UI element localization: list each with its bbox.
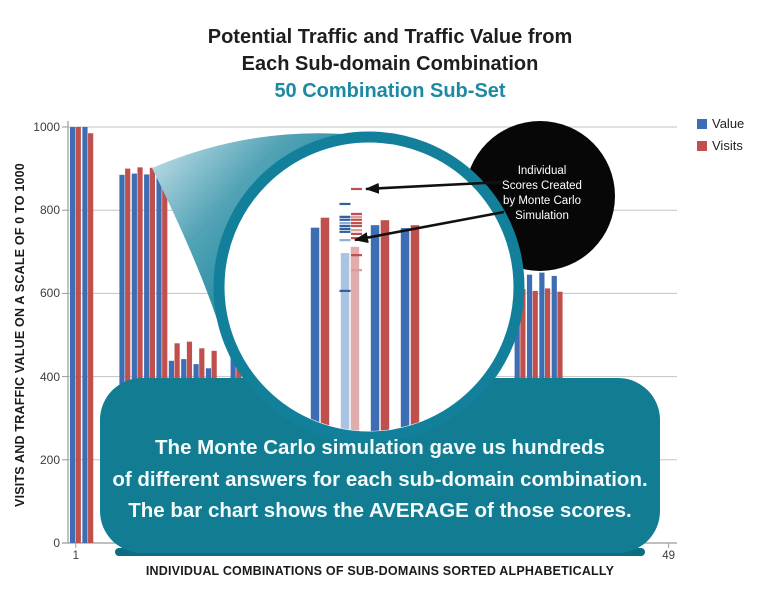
bubble-line1: Individual [517,165,567,177]
bubble-line3: by Monte Carlo [503,195,581,207]
x-axis-title: INDIVIDUAL COMBINATIONS OF SUB-DOMAINS S… [145,564,615,578]
visits-score-tick [351,187,362,191]
magnified-bar-value [310,227,320,431]
bar-value [131,173,137,544]
bar-value [144,174,150,543]
y-tick-label: 0 [53,536,60,550]
magnified-bar-visits-light [350,246,360,431]
visits-score-tick [351,218,362,221]
x-tick-label: 49 [662,550,675,562]
arrow-to-value-score [354,210,505,244]
bar-value [119,174,125,543]
bubble-line2: Scores Created [502,180,582,192]
lens-highlight-arc [226,144,512,430]
bar-visits [149,167,155,543]
y-tick-label: 800 [39,203,60,218]
visits-score-tick [351,232,362,236]
y-tick-label: 200 [39,452,60,467]
legend-label: Value [712,116,745,131]
legend-label: Visits [712,138,743,153]
value-score-tick [339,218,351,221]
legend-item: Value [697,116,744,131]
visits-score-tick [351,269,362,272]
title-block: Potential Traffic and Traffic Value from… [0,24,780,105]
value-score-tick [339,227,351,231]
bar-visits [162,166,168,543]
value-score-tick [339,230,351,233]
note-box [100,378,660,553]
magnified-bar-value [400,228,410,431]
value-score-tick [339,215,351,218]
bar-value [156,173,162,544]
y-tick-label: 600 [39,286,60,301]
magnified-bar-value-light [340,253,350,431]
magnified-bar-visits [410,225,420,431]
chart-title-line2: Each Sub-domain Combination [241,53,539,75]
visits-score-tick [351,221,362,225]
bar-value [70,127,76,543]
note-line3: The bar chart shows the AVERAGE of those… [128,499,632,522]
magnified-bar-visits [380,220,390,431]
value-score-tick [339,239,351,242]
bar-visits [125,168,131,543]
value-score-tick [339,221,351,225]
x-tick-label: 1 [72,550,79,562]
magnified-bar-visits [320,217,330,431]
bar-visits [137,167,143,544]
magnified-bar-value [370,225,380,431]
callout-bubble-text: Individual Scores Created by Monte Carlo… [487,164,597,224]
legend: Value Visits [697,116,744,160]
bubble-line4: Simulation [515,210,569,222]
note-line2: of different answers for each sub-domain… [112,467,648,491]
legend-swatch-icon [697,140,707,151]
legend-item: Visits [697,138,744,153]
value-score-tick [339,202,351,206]
note-line1: The Monte Carlo simulation gave us hundr… [155,436,605,459]
bar-visits [75,127,81,543]
visits-score-tick [351,224,362,228]
value-score-tick [339,224,351,228]
value-score-tick [339,289,351,293]
legend-swatch-icon [697,118,707,129]
chart-subtitle: 50 Combination Sub-Set [274,80,506,102]
visits-score-tick [351,254,362,257]
visits-score-tick [351,212,362,216]
bar-value [82,127,88,543]
visits-score-tick [351,229,362,232]
lens-interior [219,137,519,437]
lens-ring [213,131,525,443]
visits-score-tick [351,215,362,218]
y-tick-label: 400 [39,369,60,384]
chart-title-line1: Potential Traffic and Traffic Value from [207,26,573,48]
y-tick-label: 1000 [33,120,60,134]
bar-visits [88,133,94,544]
note-box-text: The Monte Carlo simulation gave us hundr… [110,432,650,527]
arrow-to-visits-score [365,180,505,194]
y-axis-title: VISITS AND TRAFFIC VALUE ON A SCALE OF 0… [13,163,27,507]
